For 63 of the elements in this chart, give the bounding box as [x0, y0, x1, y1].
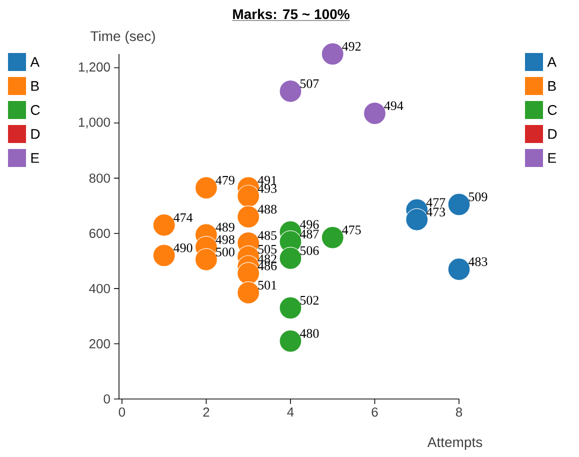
annotation: 506 [300, 246, 319, 256]
point [152, 214, 176, 236]
y-tick-label: 0 [104, 394, 110, 404]
annotation: 483 [468, 257, 488, 266]
point [448, 193, 470, 216]
x-tick-label: 8 [456, 408, 462, 417]
annotation: 485 [258, 231, 277, 240]
annotation: 491 [258, 176, 276, 185]
x-tick-label: 4 [287, 408, 294, 416]
y-tick-label: 600 [89, 228, 110, 238]
chart-title: Marks: 75 ~ 100% [233, 8, 350, 20]
y-tick-label: 1,000 [78, 118, 110, 128]
point [279, 330, 302, 352]
x-tick-label: 0 [118, 408, 126, 417]
point [152, 244, 176, 267]
legend-label: C [548, 105, 557, 115]
annotation: 479 [216, 176, 234, 185]
annotation: 509 [468, 192, 488, 202]
annotation: 473 [426, 208, 446, 216]
annotation: 475 [342, 226, 361, 234]
legend-label: D [31, 129, 40, 139]
point [279, 80, 302, 103]
annotation: 489 [216, 222, 234, 232]
annotation: 502 [300, 296, 318, 305]
legend-label: E [548, 153, 556, 163]
text: C [30, 105, 40, 115]
annotation: 496 [300, 220, 319, 229]
x-tick-label: 2 [203, 408, 210, 417]
text: D [548, 129, 557, 139]
x-axis-title: Attempts [427, 437, 482, 450]
y-tick-label: 400 [89, 284, 110, 294]
point [279, 246, 302, 270]
annotation: 474 [174, 213, 193, 222]
x-tick-label: 6 [372, 408, 378, 417]
annotation: 500 [216, 248, 234, 256]
annotation: 505 [258, 244, 277, 254]
point [194, 248, 218, 271]
annotation: 488 [258, 204, 277, 214]
y-tick-label: 200 [89, 339, 110, 348]
text: B [548, 81, 556, 91]
point [321, 226, 344, 249]
annotation: 494 [384, 101, 404, 110]
point [237, 281, 260, 304]
text: E [31, 153, 39, 163]
annotation: 498 [216, 235, 234, 244]
y-axis-title: Time (sec) [90, 30, 155, 44]
y-tick-label: 800 [89, 174, 110, 183]
annotation: 477 [426, 198, 446, 207]
text: A [30, 57, 40, 67]
annotation: 480 [300, 329, 319, 338]
point [321, 42, 344, 66]
legend-label: A [547, 57, 557, 67]
point [448, 258, 470, 281]
annotation: 482 [258, 254, 276, 264]
annotation: 490 [174, 243, 192, 252]
point [279, 296, 302, 320]
annotation: 487 [300, 230, 319, 238]
legend-label: B [31, 81, 39, 91]
annotation: 507 [300, 79, 319, 88]
y-tick-label: 1,200 [78, 62, 110, 74]
annotation: 501 [258, 280, 276, 290]
annotation: 492 [342, 42, 361, 51]
annotation: 493 [258, 184, 277, 193]
